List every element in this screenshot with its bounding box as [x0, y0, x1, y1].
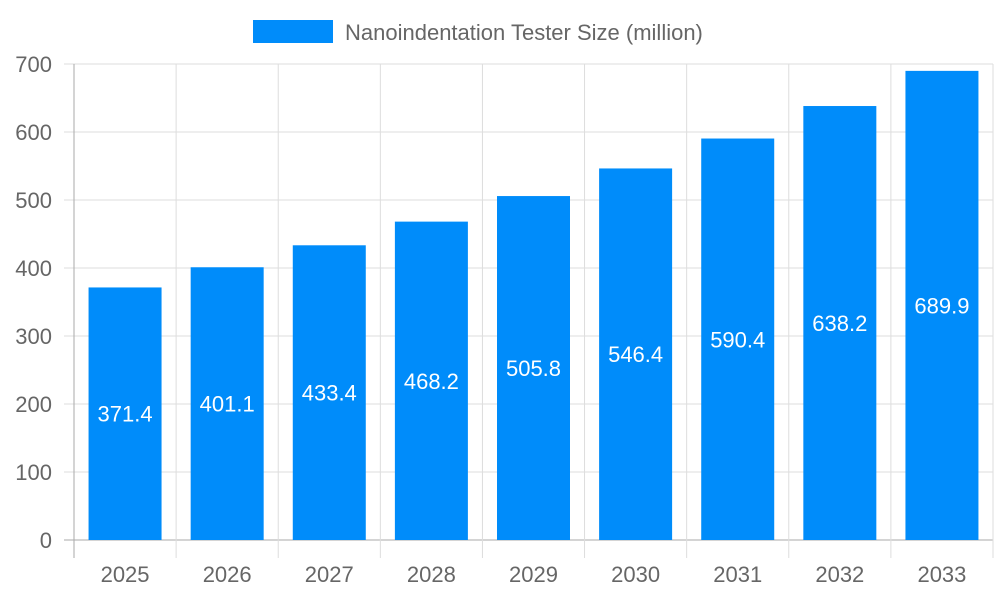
bar	[190, 267, 264, 540]
y-tick-label: 200	[15, 392, 52, 417]
data-label: 590.4	[710, 327, 765, 352]
bar	[599, 168, 673, 540]
x-tick-label: 2033	[917, 562, 966, 587]
y-tick-label: 600	[15, 120, 52, 145]
y-tick-label: 700	[15, 52, 52, 77]
bar	[88, 287, 162, 540]
y-tick-label: 500	[15, 188, 52, 213]
legend-label: Nanoindentation Tester Size (million)	[345, 20, 703, 45]
bar	[905, 70, 979, 541]
data-label: 468.2	[404, 369, 459, 394]
data-label: 546.4	[608, 342, 663, 367]
bar	[497, 196, 570, 540]
bars: 371.4 401.1 433.4 468.2 505.8 546.4 590.4 638.2…	[88, 70, 979, 541]
y-tick-label: 400	[15, 256, 52, 281]
data-label: 433.4	[302, 381, 357, 406]
data-label: 505.8	[506, 356, 561, 381]
x-tick-label: 2031	[713, 562, 762, 587]
x-tick-label: 2028	[407, 562, 456, 587]
data-label: 638.2	[812, 311, 867, 336]
legend-swatch	[253, 20, 333, 43]
y-tick-label: 100	[15, 460, 52, 485]
bar	[394, 221, 468, 540]
axes: 0 100 200 300 400 500 600 700 2025 2026 2027 2028 20…	[15, 52, 966, 587]
data-label: 689.9	[914, 293, 969, 318]
x-tick-label: 2030	[611, 562, 660, 587]
y-tick-label: 0	[40, 528, 52, 553]
bar	[701, 138, 775, 540]
x-tick-label: 2032	[815, 562, 864, 587]
x-tick-label: 2025	[101, 562, 150, 587]
bar	[803, 106, 877, 541]
bar	[292, 245, 366, 540]
x-tick-label: 2027	[305, 562, 354, 587]
x-tick-label: 2026	[203, 562, 252, 587]
x-tick-label: 2029	[509, 562, 558, 587]
legend[interactable]: Nanoindentation Tester Size (million)	[253, 20, 703, 45]
data-label: 371.4	[98, 402, 153, 427]
data-label: 401.1	[200, 392, 255, 417]
y-tick-label: 300	[15, 324, 52, 349]
